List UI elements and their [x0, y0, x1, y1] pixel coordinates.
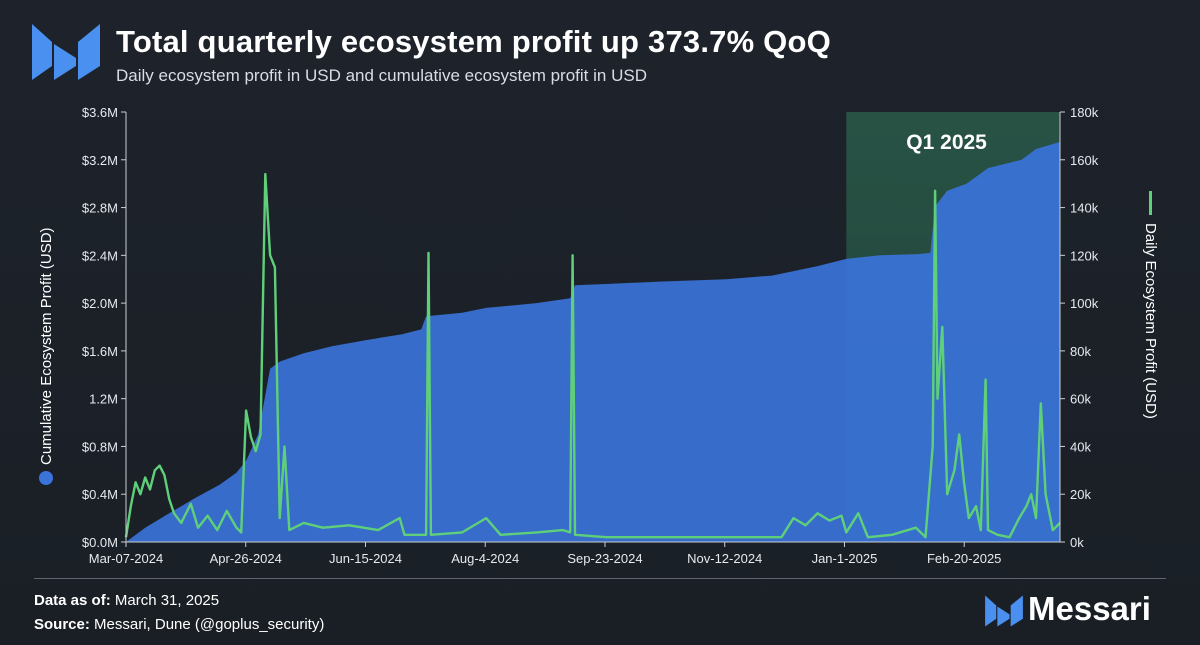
source: Source: Messari, Dune (@goplus_security): [34, 616, 324, 633]
y-right-tick-label: 80k: [1070, 344, 1091, 359]
x-tick-label: Nov-12-2024: [687, 551, 762, 566]
chart-subtitle: Daily ecosystem profit in USD and cumula…: [116, 66, 647, 85]
y-left-tick-label: 1.2M: [89, 392, 118, 407]
x-tick-label: Jun-15-2024: [329, 551, 402, 566]
y-left-tick-label: $1.6M: [82, 344, 118, 359]
messari-brand-logo-icon: [985, 595, 1023, 627]
y-right-tick-label: 40k: [1070, 439, 1091, 454]
x-tick-label: Feb-20-2025: [927, 551, 1001, 566]
data-as-of-label: Data as of:: [34, 592, 111, 609]
y-right-tick-label: 160k: [1070, 153, 1099, 168]
x-tick-label: Apr-26-2024: [210, 551, 282, 566]
y-left-tick-label: $2.8M: [82, 201, 118, 216]
y-right-title-group: Daily Ecosystem Profit (USD): [1142, 191, 1159, 419]
data-as-of: Data as of: March 31, 2025: [34, 592, 219, 609]
y-left-tick-label: $3.6M: [82, 105, 118, 120]
x-tick-label: Sep-23-2024: [567, 551, 642, 566]
q1-highlight-label: Q1 2025: [906, 131, 987, 154]
x-tick-label: Aug-4-2024: [451, 551, 519, 566]
y-left-tick-label: $2.0M: [82, 296, 118, 311]
series-cumulative-area: [126, 141, 1060, 542]
y-left-tick-label: $0.8M: [82, 439, 118, 454]
y-right-tick-label: 100k: [1070, 296, 1099, 311]
legend-daily-marker: [1149, 191, 1152, 215]
y-left-tick-label: $0.4M: [82, 487, 118, 502]
y-right-tick-label: 180k: [1070, 105, 1099, 120]
x-tick-label: Mar-07-2024: [89, 551, 163, 566]
messari-logo-icon: [32, 24, 100, 80]
chart-title: Total quarterly ecosystem profit up 373.…: [116, 24, 831, 59]
legend-cumulative-marker: [39, 471, 53, 485]
y-left-tick-label: $2.4M: [82, 248, 118, 263]
x-tick-label: Jan-1-2025: [812, 551, 878, 566]
footer-divider: [34, 578, 1166, 579]
y-right-tick-label: 120k: [1070, 248, 1099, 263]
brand-name: Messari: [1028, 590, 1151, 627]
y-left-axis-title: Cumulative Ecosystem Profit (USD): [38, 227, 55, 465]
source-label: Source:: [34, 616, 90, 633]
series-daily-line: [124, 172, 1061, 539]
y-left-tick-label: $0.0M: [82, 535, 118, 550]
y-right-tick-label: 20k: [1070, 487, 1091, 502]
y-right-tick-label: 60k: [1070, 392, 1091, 407]
chart-plot: Q1 2025 $0.0M $0.4M $0.8M 1.2M $1.6M $2.0M $2.…: [38, 105, 1159, 566]
source-value: Messari, Dune (@goplus_security): [94, 616, 325, 633]
y-right-axis-title: Daily Ecosystem Profit (USD): [1142, 223, 1159, 419]
y-left-tick-label: $3.2M: [82, 153, 118, 168]
y-right-tick-label: 0k: [1070, 535, 1084, 550]
y-right-tick-label: 140k: [1070, 201, 1099, 216]
data-as-of-value: March 31, 2025: [114, 592, 220, 609]
y-left-title-group: Cumulative Ecosystem Profit (USD): [38, 227, 55, 485]
